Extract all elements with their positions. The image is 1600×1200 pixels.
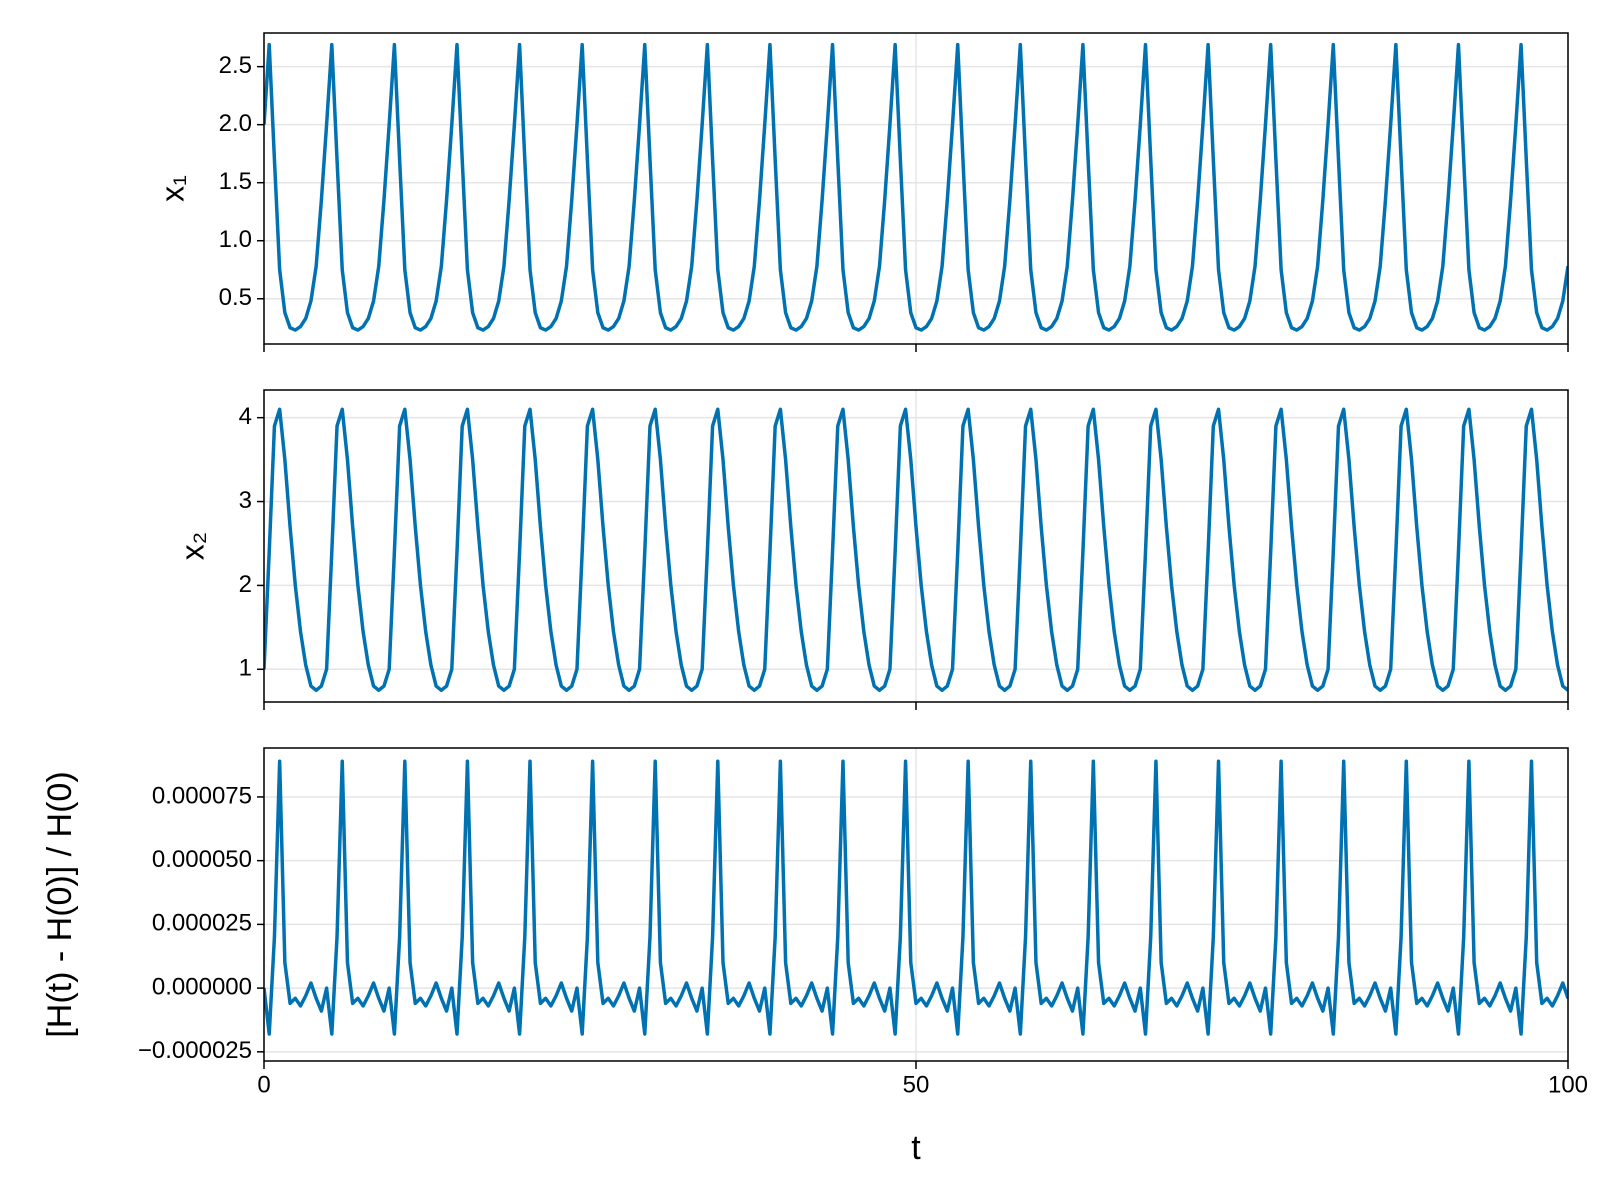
- x-tick-label: 50: [903, 1071, 930, 1098]
- y-tick-label: 0.000050: [152, 846, 252, 873]
- y-tick-label: 0.000025: [152, 910, 252, 937]
- line-series: [264, 759, 1568, 1036]
- y-tick-label: 1.5: [219, 168, 252, 195]
- y-tick-label: 1.0: [219, 226, 252, 253]
- plot-frame: [263, 32, 1569, 345]
- y-tick-label: 1: [239, 655, 252, 682]
- y-tick-label: 2.5: [219, 52, 252, 79]
- x-tick-label: 0: [257, 1071, 270, 1098]
- y-tick-label: 3: [239, 487, 252, 514]
- y-tick-label: 0.5: [219, 284, 252, 311]
- y-tick-label: 0.000000: [152, 973, 252, 1000]
- y-tick-label: 4: [239, 403, 252, 430]
- plot-frame: [263, 389, 1569, 703]
- y-axis-label: [H(t) - H(0)] / H(0): [41, 771, 79, 1037]
- x-tick-label: 100: [1548, 1071, 1588, 1098]
- y-axis-label: x₁: [154, 175, 190, 202]
- y-tick-label: 2.0: [219, 110, 252, 137]
- plot-frame: [263, 747, 1569, 1062]
- line-series: [264, 407, 1568, 693]
- y-tick-label: 0.000075: [152, 782, 252, 809]
- y-tick-label: 2: [239, 571, 252, 598]
- line-series: [264, 42, 1568, 332]
- y-tick-label: −0.000025: [138, 1037, 252, 1064]
- x-axis-label: t: [911, 1129, 921, 1167]
- y-axis-label: x₂: [174, 532, 210, 560]
